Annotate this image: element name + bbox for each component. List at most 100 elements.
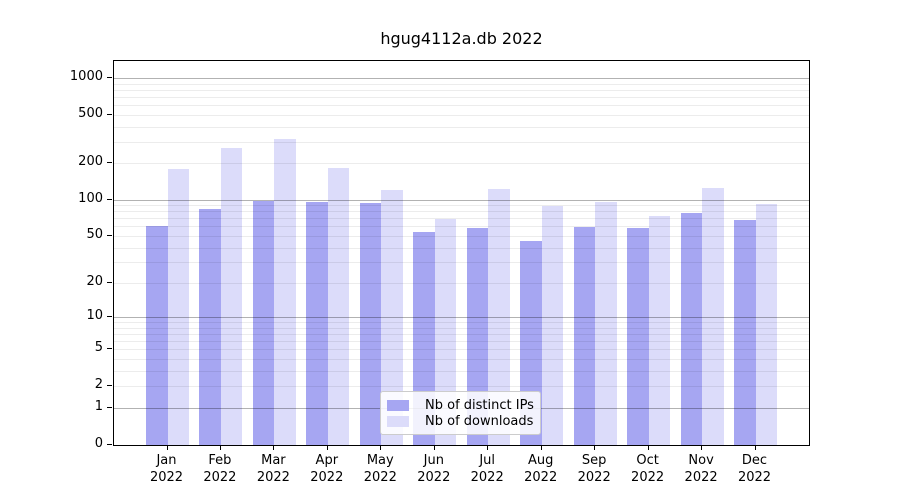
x-tick-mark-feb — [219, 445, 221, 450]
bar-nb-of-downloads-apr — [327, 167, 350, 445]
x-tick-label-nov: Nov 2022 — [684, 453, 718, 485]
x-tick-mark-dec — [754, 445, 756, 450]
gridline-700 — [114, 96, 809, 98]
y-tick-mark-50 — [107, 234, 112, 236]
bar-nb-of-downloads-mar — [274, 139, 296, 445]
y-tick-label-20: 20 — [86, 274, 103, 289]
y-tick-label-2: 2 — [94, 377, 103, 393]
gridline-3 — [114, 371, 809, 372]
gridline-90 — [114, 205, 809, 207]
x-tick-mark-sep — [594, 445, 596, 450]
y-tick-mark-10 — [107, 316, 112, 318]
y-tick-mark-5 — [107, 348, 112, 350]
legend-item-downloads: Nb of downloads — [387, 414, 534, 429]
legend: Nb of distinct IPs Nb of downloads — [380, 391, 541, 435]
gridline-4 — [114, 359, 809, 361]
x-tick-mark-jan — [166, 445, 168, 450]
y-tick-label-10: 10 — [86, 308, 103, 324]
y-tick-label-1: 1 — [94, 398, 103, 414]
y-tick-mark-1000 — [107, 77, 112, 78]
x-tick-mark-may — [380, 445, 382, 450]
y-tick-mark-2 — [107, 385, 112, 387]
x-tick-label-may: May 2022 — [363, 453, 397, 485]
bar-nb-of-distinct-ips-nov — [680, 213, 703, 445]
bar-nb-of-distinct-ips-may — [359, 202, 382, 445]
bar-nb-of-downloads-feb — [220, 147, 243, 445]
gridline-600 — [114, 105, 809, 107]
x-tick-mark-aug — [540, 445, 542, 450]
y-tick-label-500: 500 — [78, 105, 103, 121]
gridline-2 — [114, 386, 809, 388]
bar-nb-of-downloads-may — [381, 189, 403, 445]
legend-label-distinct-ips: Nb of distinct IPs — [425, 398, 534, 413]
chart-title: hgug4112a.db 2022 — [380, 29, 543, 48]
gridline-400 — [114, 126, 809, 128]
x-tick-label-jun: Jun 2022 — [417, 453, 451, 485]
legend-item-distinct-ips: Nb of distinct IPs — [387, 398, 534, 413]
gridline-1000 — [114, 78, 809, 79]
legend-swatch-downloads — [387, 416, 409, 427]
bar-nb-of-distinct-ips-dec — [734, 219, 756, 445]
x-tick-mark-oct — [647, 445, 649, 450]
gridline-60 — [114, 226, 809, 228]
gridline-900 — [114, 83, 809, 85]
y-tick-label-0: 0 — [94, 435, 103, 451]
bar-nb-of-distinct-ips-jan — [146, 226, 168, 445]
x-tick-label-apr: Apr 2022 — [310, 453, 344, 485]
gridline-5 — [114, 349, 809, 351]
y-tick-label-5: 5 — [94, 340, 103, 356]
bar-nb-of-downloads-sep — [595, 201, 617, 445]
y-tick-label-200: 200 — [78, 154, 103, 170]
legend-label-downloads: Nb of downloads — [425, 414, 534, 429]
bar-nb-of-downloads-dec — [755, 203, 777, 445]
x-tick-mark-jul — [487, 445, 489, 450]
gridline-20 — [114, 283, 809, 284]
gridline-30 — [114, 262, 809, 264]
gridline-500 — [114, 114, 809, 116]
y-tick-mark-20 — [107, 282, 112, 283]
bar-nb-of-downloads-oct — [648, 215, 671, 445]
plot-area — [113, 60, 810, 446]
gridline-40 — [114, 247, 809, 249]
gridline-100 — [114, 199, 809, 201]
x-tick-label-sep: Sep 2022 — [577, 453, 611, 485]
gridline-9 — [114, 322, 809, 324]
x-tick-mark-jun — [433, 445, 435, 450]
gridline-8 — [114, 327, 809, 329]
x-tick-label-feb: Feb 2022 — [203, 453, 237, 485]
gridline-7 — [114, 334, 809, 336]
y-tick-mark-500 — [107, 113, 112, 115]
y-tick-label-50: 50 — [86, 226, 103, 242]
bar-nb-of-distinct-ips-feb — [199, 209, 221, 445]
y-tick-mark-100 — [107, 198, 112, 200]
x-tick-label-oct: Oct 2022 — [631, 453, 665, 485]
y-tick-mark-1 — [107, 406, 112, 408]
gridline-10 — [114, 317, 809, 319]
legend-swatch-distinct-ips — [387, 400, 409, 411]
x-tick-label-aug: Aug 2022 — [524, 453, 558, 485]
x-tick-label-jul: Jul 2022 — [470, 453, 504, 485]
bar-nb-of-downloads-jun — [434, 219, 457, 445]
bar-nb-of-distinct-ips-jul — [466, 228, 489, 445]
x-tick-label-jan: Jan 2022 — [149, 453, 184, 485]
x-tick-mark-nov — [701, 445, 703, 450]
y-tick-mark-200 — [107, 162, 112, 164]
bar-nb-of-distinct-ips-mar — [252, 200, 275, 445]
y-tick-mark-0 — [107, 443, 112, 445]
gridline-6 — [114, 341, 809, 343]
bar-nb-of-distinct-ips-oct — [627, 228, 649, 445]
gridline-200 — [114, 163, 809, 165]
gridline-80 — [114, 211, 809, 213]
bar-nb-of-distinct-ips-apr — [306, 202, 328, 445]
x-tick-mark-apr — [326, 445, 328, 450]
bar-nb-of-downloads-aug — [541, 205, 564, 445]
x-tick-label-dec: Dec 2022 — [737, 453, 772, 485]
x-tick-mark-mar — [273, 445, 275, 450]
bar-nb-of-downloads-nov — [702, 187, 724, 445]
bar-nb-of-downloads-jul — [488, 189, 510, 445]
gridline-50 — [114, 235, 809, 237]
y-tick-label-100: 100 — [78, 190, 103, 206]
gridline-300 — [114, 141, 809, 143]
x-tick-label-mar: Mar 2022 — [256, 453, 290, 485]
